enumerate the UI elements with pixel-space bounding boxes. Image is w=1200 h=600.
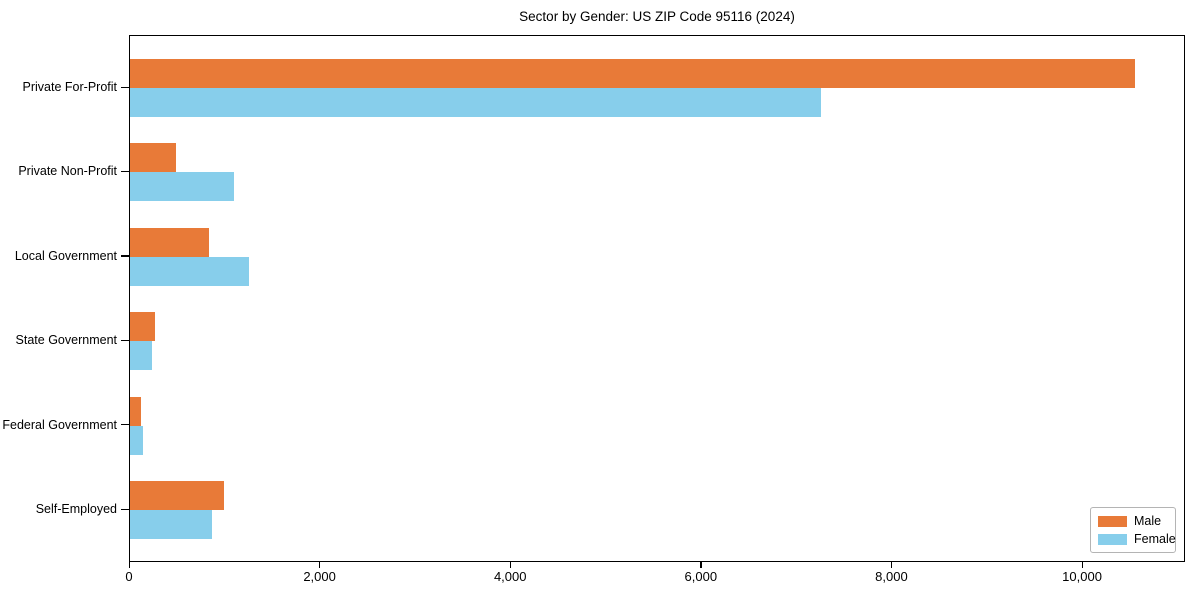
y-tick-mark [121, 170, 129, 173]
x-tick-mark [890, 562, 893, 568]
x-tick-label: 10,000 [1062, 569, 1102, 584]
x-tick-label: 0 [125, 569, 133, 584]
x-tick-label: 6,000 [684, 569, 718, 584]
legend-entry-female: Female [1098, 532, 1176, 546]
y-tick-label: Self-Employed [35, 502, 117, 516]
bar-male-6 [130, 481, 225, 510]
bar-male-2 [130, 143, 176, 173]
bar-female-6 [130, 510, 212, 539]
y-tick-label: Private For-Profit [22, 80, 117, 94]
legend: Male Female [1090, 507, 1176, 553]
bar-male-1 [130, 59, 1136, 88]
y-tick-mark [121, 255, 129, 257]
y-tick-label: Private Non-Profit [18, 164, 117, 179]
legend-label-female: Female [1134, 532, 1176, 546]
x-tick-mark [128, 562, 130, 568]
legend-entry-male: Male [1098, 514, 1168, 528]
y-tick-label: Federal Government [2, 417, 117, 432]
bar-female-5 [130, 425, 143, 455]
bar-male-4 [130, 312, 155, 342]
bar-male-5 [130, 396, 142, 426]
bar-female-1 [130, 88, 821, 117]
x-tick-mark [1081, 562, 1083, 568]
bar-female-4 [130, 341, 152, 371]
y-tick-label: State Government [15, 333, 117, 348]
bar-female-3 [130, 256, 249, 286]
x-tick-mark [319, 562, 321, 568]
legend-swatch-male [1098, 515, 1127, 527]
chart-title: Sector by Gender: US ZIP Code 95116 (202… [519, 9, 795, 24]
y-tick-mark [121, 339, 129, 341]
bar-male-3 [130, 227, 209, 257]
y-tick-mark [121, 86, 129, 88]
y-tick-mark [121, 424, 129, 426]
legend-label-male: Male [1134, 514, 1162, 528]
x-tick-mark [509, 562, 512, 568]
x-tick-label: 2,000 [303, 569, 336, 584]
y-tick-mark [121, 508, 129, 510]
legend-swatch-female [1098, 533, 1127, 545]
y-tick-label: Local Government [14, 248, 117, 263]
x-tick-label: 8,000 [875, 569, 908, 584]
x-tick-label: 4,000 [493, 569, 527, 584]
plot-area [129, 35, 1185, 562]
bar-female-2 [130, 172, 234, 202]
x-tick-mark [700, 562, 702, 568]
